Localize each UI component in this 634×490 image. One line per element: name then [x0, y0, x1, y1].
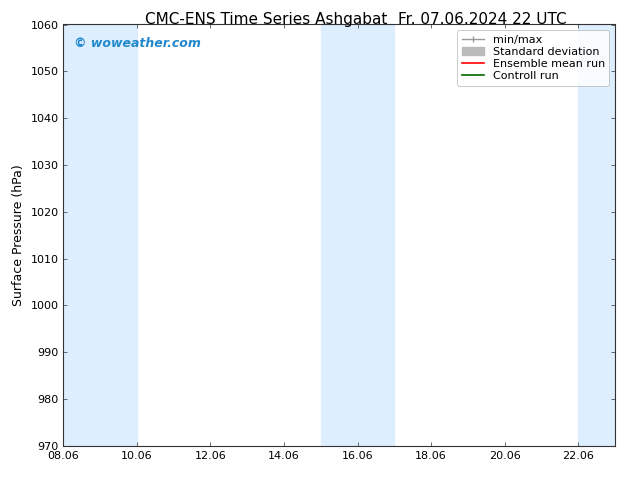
Text: CMC-ENS Time Series Ashgabat: CMC-ENS Time Series Ashgabat	[145, 12, 387, 27]
Legend: min/max, Standard deviation, Ensemble mean run, Controll run: min/max, Standard deviation, Ensemble me…	[457, 30, 609, 86]
Text: © woweather.com: © woweather.com	[74, 37, 202, 50]
Bar	[358, 24, 394, 446]
Text: Fr. 07.06.2024 22 UTC: Fr. 07.06.2024 22 UTC	[398, 12, 566, 27]
Bar	[63, 24, 100, 446]
Bar	[578, 24, 615, 446]
Bar	[321, 24, 358, 446]
Y-axis label: Surface Pressure (hPa): Surface Pressure (hPa)	[12, 164, 25, 306]
Bar	[100, 24, 137, 446]
